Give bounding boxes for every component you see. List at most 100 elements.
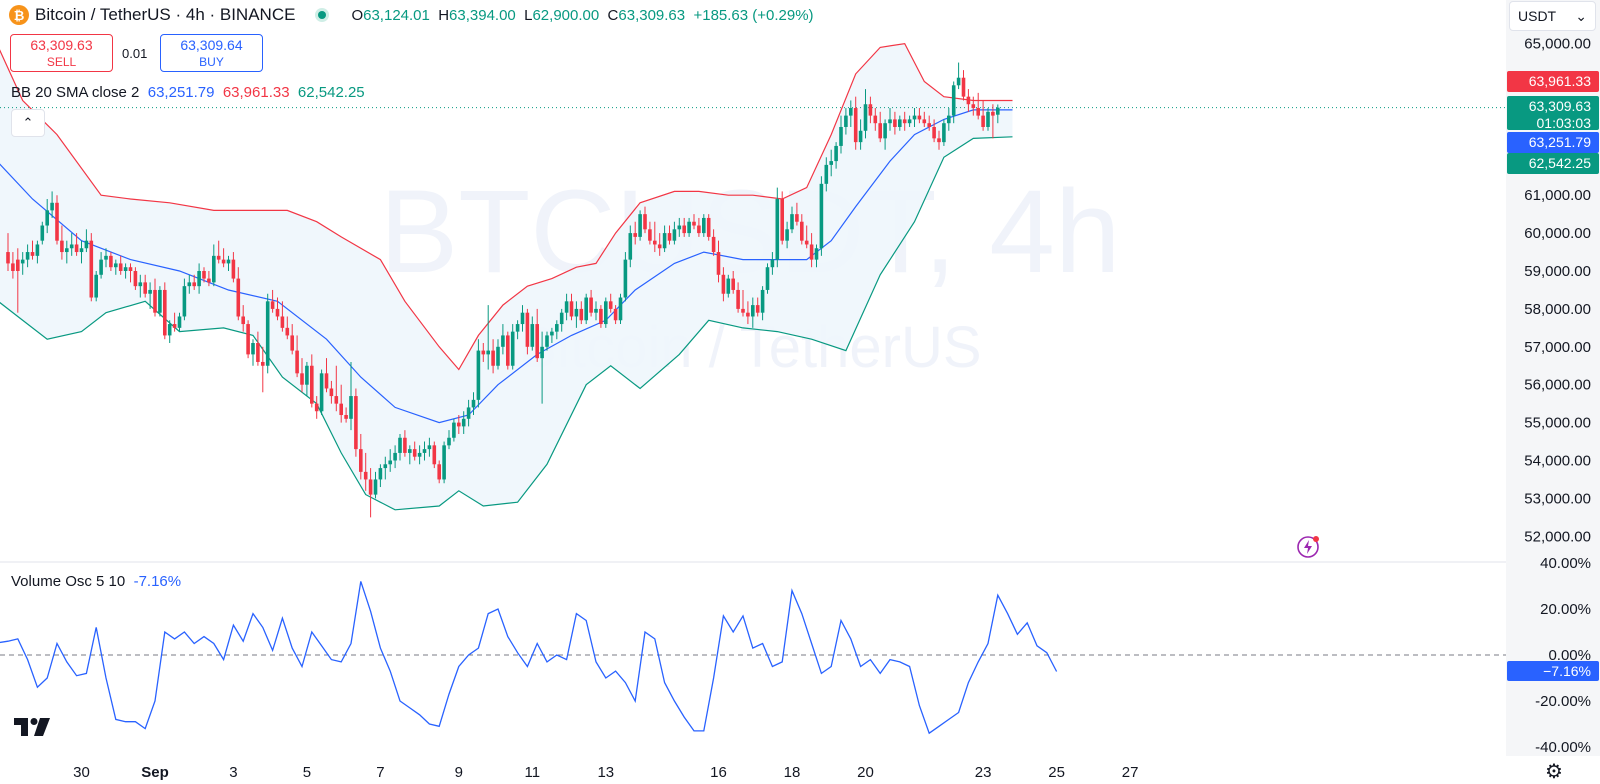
candle bbox=[736, 282, 740, 313]
symbol-title[interactable]: Bitcoin / TetherUS · 4h · BINANCE bbox=[35, 5, 296, 24]
candle bbox=[256, 331, 260, 366]
candle-body bbox=[378, 468, 383, 480]
candle bbox=[383, 456, 388, 480]
candle-body bbox=[329, 388, 334, 397]
candle bbox=[329, 380, 334, 404]
bb-basis-tag-text: 63,251.79 bbox=[1529, 134, 1591, 150]
candle bbox=[158, 286, 162, 317]
price-tick-label: 61,000.00 bbox=[1524, 187, 1591, 204]
candle bbox=[192, 274, 196, 290]
sell-button[interactable]: 63,309.63 SELL bbox=[10, 34, 113, 72]
candle bbox=[751, 297, 755, 328]
candle bbox=[334, 365, 339, 412]
candle-body bbox=[858, 130, 863, 143]
osc-last-tag-text: −7.16% bbox=[1543, 663, 1591, 679]
candle-body bbox=[442, 445, 446, 480]
candle-body bbox=[633, 233, 637, 237]
candle bbox=[452, 418, 456, 442]
candle-body bbox=[873, 115, 878, 124]
candle bbox=[378, 464, 383, 488]
candle bbox=[726, 274, 731, 298]
candle bbox=[893, 111, 897, 135]
time-tick-label: 13 bbox=[597, 764, 614, 781]
candle-body bbox=[785, 229, 789, 241]
candle bbox=[393, 445, 397, 469]
collapse-legend-button[interactable]: ⌃ bbox=[11, 109, 45, 137]
candle-body bbox=[917, 115, 922, 120]
gear-icon[interactable]: ⚙ bbox=[1545, 761, 1563, 783]
candle bbox=[172, 312, 177, 332]
candle bbox=[246, 320, 250, 359]
candle-body bbox=[971, 104, 976, 109]
candle-body bbox=[599, 308, 603, 325]
candle-body bbox=[853, 108, 858, 143]
candle bbox=[432, 441, 437, 469]
time-tick-label: 7 bbox=[376, 764, 384, 781]
candle bbox=[672, 221, 677, 245]
candle bbox=[398, 433, 402, 461]
candle bbox=[834, 142, 838, 169]
osc-last-tag-bg bbox=[1507, 661, 1599, 681]
candle bbox=[412, 441, 417, 461]
candle bbox=[35, 240, 40, 264]
candle bbox=[849, 100, 853, 127]
candle bbox=[863, 89, 868, 139]
candle bbox=[947, 108, 951, 131]
candle-body bbox=[878, 123, 882, 139]
osc-tick-label: -40.00% bbox=[1535, 739, 1591, 756]
candle bbox=[285, 316, 290, 340]
candle bbox=[437, 460, 441, 484]
candle bbox=[525, 308, 530, 355]
volume-osc-legend[interactable]: Volume Osc 5 10 -7.16% bbox=[11, 573, 181, 590]
candle bbox=[574, 301, 579, 328]
bb-basis-tag-bg bbox=[1507, 132, 1599, 153]
candle bbox=[138, 274, 143, 298]
candle-body bbox=[496, 346, 500, 366]
candle bbox=[45, 198, 49, 234]
candle-body bbox=[89, 240, 94, 298]
candle bbox=[40, 221, 45, 245]
candle bbox=[741, 289, 745, 317]
candle-body bbox=[956, 77, 961, 86]
volume-osc-label: Volume Osc 5 10 bbox=[11, 573, 126, 590]
candle-body bbox=[863, 104, 868, 131]
bb-label: BB 20 SMA close 2 bbox=[11, 84, 140, 101]
candle bbox=[888, 108, 892, 131]
candle bbox=[104, 248, 108, 268]
currency-select[interactable]: USDT ⌄ bbox=[1509, 1, 1596, 31]
candle-body bbox=[349, 396, 353, 419]
candle-body bbox=[584, 297, 588, 321]
time-tick-label: Sep bbox=[141, 764, 169, 781]
candle-body bbox=[310, 365, 314, 404]
candle-body bbox=[368, 479, 373, 495]
candle-body bbox=[417, 452, 422, 457]
candle-body bbox=[403, 437, 407, 453]
candle bbox=[368, 468, 373, 518]
buy-button[interactable]: 63,309.64 BUY bbox=[160, 34, 263, 72]
tradingview-logo-icon[interactable] bbox=[14, 718, 50, 741]
candle bbox=[839, 115, 843, 154]
bb-legend[interactable]: BB 20 SMA close 2 63,251.79 63,961.33 62… bbox=[11, 84, 365, 101]
candle bbox=[780, 191, 784, 245]
candle-body bbox=[285, 327, 290, 336]
candle-body bbox=[942, 123, 946, 143]
flash-alert-icon[interactable] bbox=[1296, 535, 1320, 559]
candle-body bbox=[212, 255, 216, 283]
candle bbox=[800, 214, 804, 245]
candle-body bbox=[672, 229, 677, 241]
candle-body bbox=[819, 183, 824, 249]
time-tick-label: 16 bbox=[710, 764, 727, 781]
candle-body bbox=[760, 289, 765, 313]
candle-body bbox=[692, 221, 696, 226]
candle-body bbox=[265, 301, 270, 366]
candle-body bbox=[104, 255, 108, 260]
osc-tick-label: 40.00% bbox=[1540, 555, 1591, 572]
candle-body bbox=[148, 289, 152, 294]
candle bbox=[388, 449, 392, 472]
time-tick-label: 3 bbox=[229, 764, 237, 781]
candle-body bbox=[398, 437, 402, 453]
candle bbox=[241, 305, 245, 332]
candle-body bbox=[167, 324, 172, 336]
candle bbox=[937, 130, 941, 150]
